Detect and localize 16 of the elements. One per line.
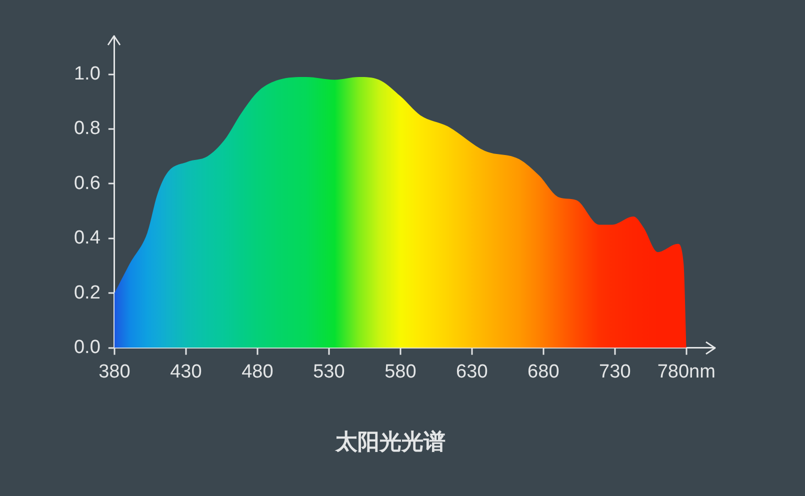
x-tick-label: 630 xyxy=(456,361,488,382)
x-tick-label: 380 xyxy=(98,361,130,382)
y-tick-label: 0.8 xyxy=(74,118,100,140)
x-tick-label: 680 xyxy=(528,361,560,382)
y-tick-label: 0.4 xyxy=(74,228,101,249)
x-tick-label: 430 xyxy=(170,361,202,382)
x-tick-label: 730 xyxy=(599,361,631,382)
x-tick-label: 780nm xyxy=(657,361,716,382)
text: 太阳光光谱 xyxy=(334,428,446,454)
y-tick-label: 0.2 xyxy=(74,282,100,304)
y-tick-label: 0.0 xyxy=(74,337,100,358)
y-tick-label: 0.6 xyxy=(74,172,100,194)
y-tick-label: 1.0 xyxy=(74,64,100,85)
x-tick-label: 580 xyxy=(384,361,416,382)
x-tick-label: 530 xyxy=(313,361,345,382)
x-tick-label: 480 xyxy=(242,361,274,382)
